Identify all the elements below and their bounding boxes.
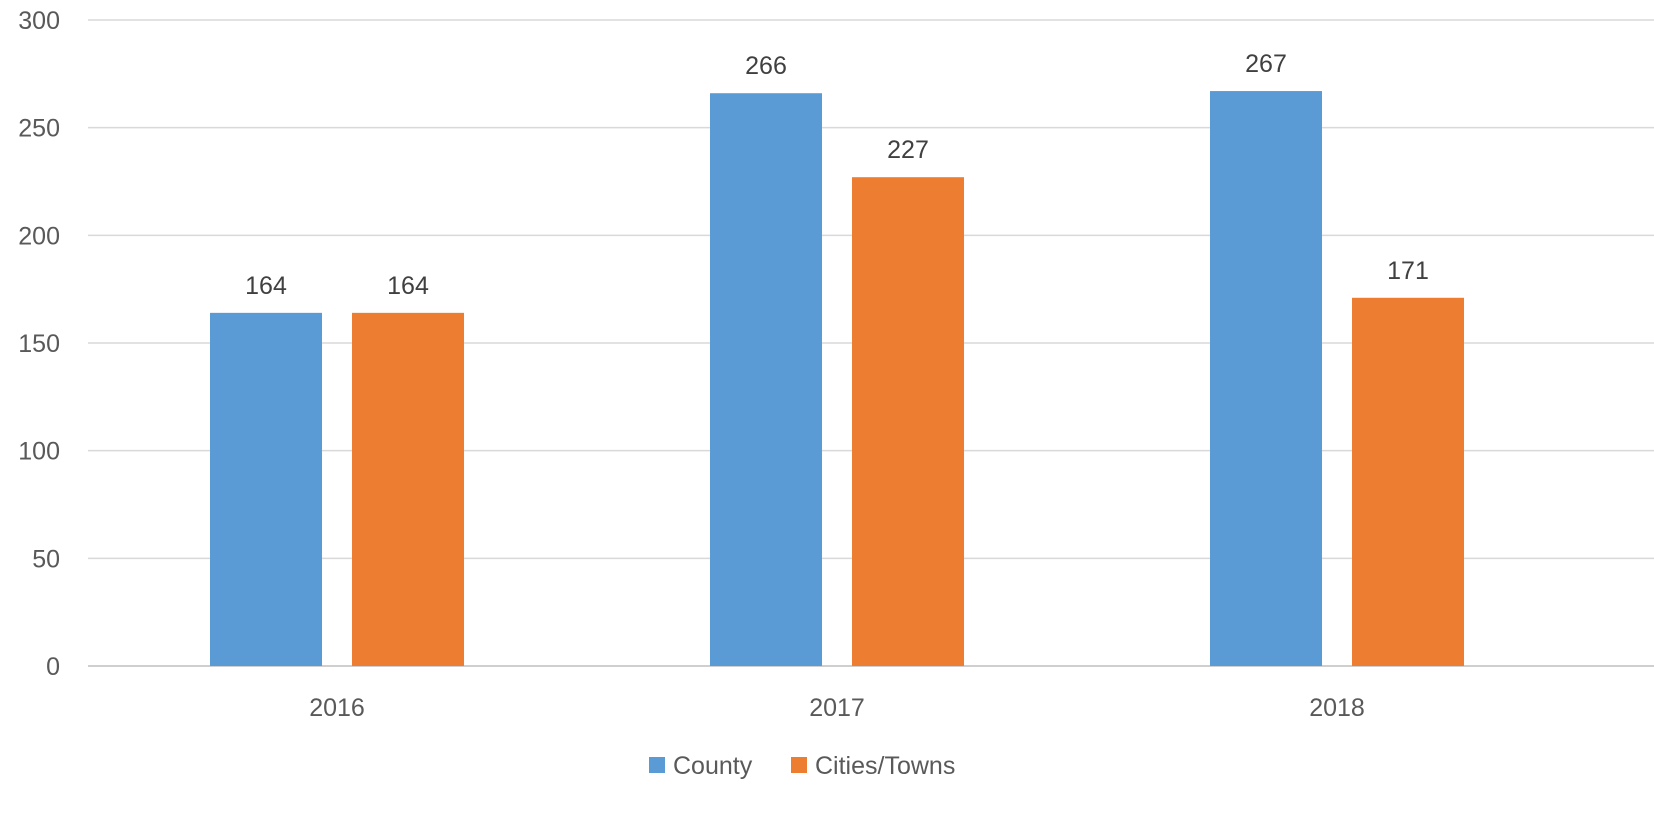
x-tick-label-2018: 2018 — [1309, 694, 1365, 722]
data-label-county-2016: 164 — [245, 272, 287, 300]
y-tick-label-50: 50 — [32, 545, 60, 573]
y-tick-label-100: 100 — [18, 438, 60, 466]
bar-cities-towns-2017 — [852, 177, 964, 666]
x-tick-label-2017: 2017 — [809, 694, 865, 722]
legend-label-county: County — [673, 752, 753, 780]
y-tick-label-200: 200 — [18, 222, 60, 250]
y-tick-label-250: 250 — [18, 115, 60, 143]
legend-label-cities-towns: Cities/Towns — [815, 752, 955, 780]
data-label-cities-towns-2018: 171 — [1387, 257, 1429, 285]
bar-cities-towns-2016 — [352, 312, 464, 666]
data-labels: 164 164 266 227 267 171 — [245, 50, 1429, 300]
bar-county-2017 — [710, 93, 822, 667]
data-label-county-2018: 267 — [1245, 50, 1287, 78]
bar-cities-towns-2018 — [1352, 297, 1464, 666]
data-label-cities-towns-2017: 227 — [887, 136, 929, 164]
legend: County Cities/Towns — [649, 752, 955, 780]
x-tick-label-2016: 2016 — [309, 694, 365, 722]
data-label-cities-towns-2016: 164 — [387, 272, 429, 300]
bars — [210, 91, 1464, 667]
bar-county-2016 — [210, 312, 322, 666]
legend-swatch-county — [649, 757, 665, 773]
legend-swatch-cities-towns — [791, 757, 807, 773]
y-tick-label-150: 150 — [18, 330, 60, 358]
y-tick-label-0: 0 — [46, 653, 60, 681]
y-tick-label-300: 300 — [18, 7, 60, 35]
data-label-county-2017: 266 — [745, 52, 787, 80]
x-axis-ticks: 2016 2017 2018 — [309, 694, 1365, 722]
y-axis-ticks: 0 50 100 150 200 250 300 — [18, 7, 60, 681]
bar-county-2018 — [1210, 91, 1322, 666]
